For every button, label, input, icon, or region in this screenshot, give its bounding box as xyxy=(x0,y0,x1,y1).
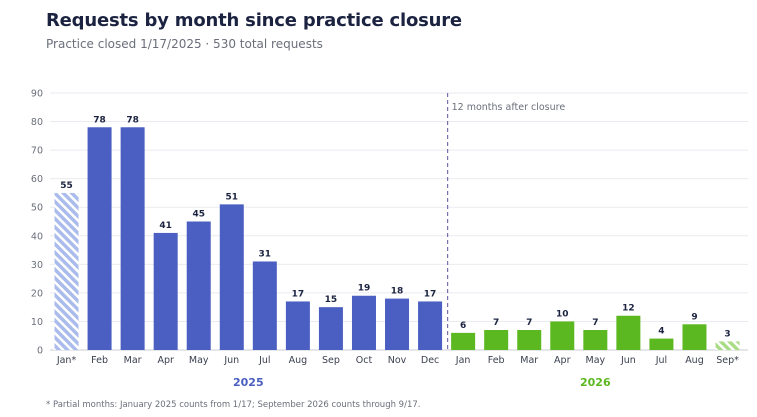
bar-2025-Apr xyxy=(153,232,178,350)
x-tick-label: Sep* xyxy=(716,355,739,366)
x-tick-label: Jul xyxy=(655,355,667,366)
data-label: 31 xyxy=(259,249,272,259)
x-tick-label: May xyxy=(586,355,606,366)
y-tick-label: 20 xyxy=(31,288,43,299)
x-tick-label: Aug xyxy=(289,355,308,366)
x-tick-label: Feb xyxy=(488,355,505,366)
x-tick-label: Mar xyxy=(124,355,142,366)
data-label: 3 xyxy=(724,329,730,339)
data-label: 18 xyxy=(391,287,404,297)
data-label: 41 xyxy=(159,221,172,231)
bar-2026-Aug xyxy=(682,324,707,350)
bar-2025-Oct xyxy=(351,295,376,350)
x-tick-label: Feb xyxy=(91,355,108,366)
y-tick-label: 70 xyxy=(31,146,43,157)
bar-2025-Jan xyxy=(54,192,79,350)
data-label: 9 xyxy=(691,312,697,322)
x-tick-label: Sep xyxy=(322,355,340,366)
bar-2026-May xyxy=(583,330,608,350)
footnote: * Partial months: January 2025 counts fr… xyxy=(46,400,421,410)
data-label: 7 xyxy=(493,318,499,328)
data-label: 4 xyxy=(658,327,664,337)
bar-2026-Mar xyxy=(517,330,542,350)
y-tick-label: 40 xyxy=(31,231,43,242)
bar-2025-May xyxy=(186,221,211,350)
bar-2025-Nov xyxy=(385,298,410,350)
x-tick-label: Jan* xyxy=(56,355,77,366)
divider-annotation: 12 months after closure xyxy=(452,102,566,113)
bar-2025-Feb xyxy=(87,127,112,351)
bar-2026-Jan xyxy=(451,332,476,350)
data-label: 55 xyxy=(60,181,73,191)
chart-title: Requests by month since practice closure xyxy=(46,10,462,31)
data-label: 7 xyxy=(526,318,532,328)
x-tick-label: Jun xyxy=(620,355,636,366)
bar-2025-Dec xyxy=(418,301,443,350)
x-tick-label: Jul xyxy=(258,355,270,366)
data-label: 10 xyxy=(556,309,569,319)
data-label: 51 xyxy=(226,192,239,202)
y-tick-label: 10 xyxy=(31,317,43,328)
bar-2025-Sep xyxy=(318,307,343,350)
chart-subtitle: Practice closed 1/17/2025 · 530 total re… xyxy=(46,37,323,51)
bar-2026-Jun xyxy=(616,315,641,350)
data-label: 12 xyxy=(622,304,635,314)
data-label: 7 xyxy=(592,318,598,328)
data-label: 45 xyxy=(192,210,205,220)
x-tick-label: Oct xyxy=(356,355,373,366)
y-tick-label: 60 xyxy=(31,174,43,185)
x-tick-label: Aug xyxy=(685,355,704,366)
bar-2026-Sep xyxy=(715,341,740,350)
data-label: 6 xyxy=(460,321,466,331)
x-tick-label: Nov xyxy=(388,355,407,366)
bar-2026-Feb xyxy=(484,330,509,350)
y-tick-label: 80 xyxy=(31,117,43,128)
x-tick-label: Dec xyxy=(421,355,439,366)
x-tick-label: Apr xyxy=(554,355,571,366)
data-label: 17 xyxy=(292,289,305,299)
data-label: 17 xyxy=(424,289,437,299)
data-label: 78 xyxy=(93,115,106,125)
bar-2026-Apr xyxy=(550,321,575,350)
bar-2025-Jun xyxy=(219,204,244,350)
bar-2026-Jul xyxy=(649,338,674,350)
y-tick-label: 0 xyxy=(37,346,43,357)
data-label: 15 xyxy=(325,295,338,305)
bar-2025-Jul xyxy=(252,261,277,350)
data-label: 78 xyxy=(126,115,139,125)
x-tick-label: Apr xyxy=(157,355,174,366)
year-label-2026: 2026 xyxy=(580,376,611,389)
bar-chart: 0 10 20 30 40 50 60 70 80 90 55 Jan* 78 Feb 78 Mar 41 Apr… xyxy=(31,89,748,389)
bar-2025-Aug xyxy=(285,301,310,350)
x-tick-label: Jan xyxy=(455,355,471,366)
x-tick-label: May xyxy=(189,355,209,366)
x-tick-label: Mar xyxy=(520,355,538,366)
y-tick-label: 50 xyxy=(31,203,43,214)
x-tick-label: Jun xyxy=(223,355,239,366)
y-tick-label: 30 xyxy=(31,260,43,271)
year-label-2025: 2025 xyxy=(233,376,264,389)
y-tick-label: 90 xyxy=(31,89,43,100)
bar-2025-Mar xyxy=(120,127,145,351)
data-label: 19 xyxy=(358,284,371,294)
